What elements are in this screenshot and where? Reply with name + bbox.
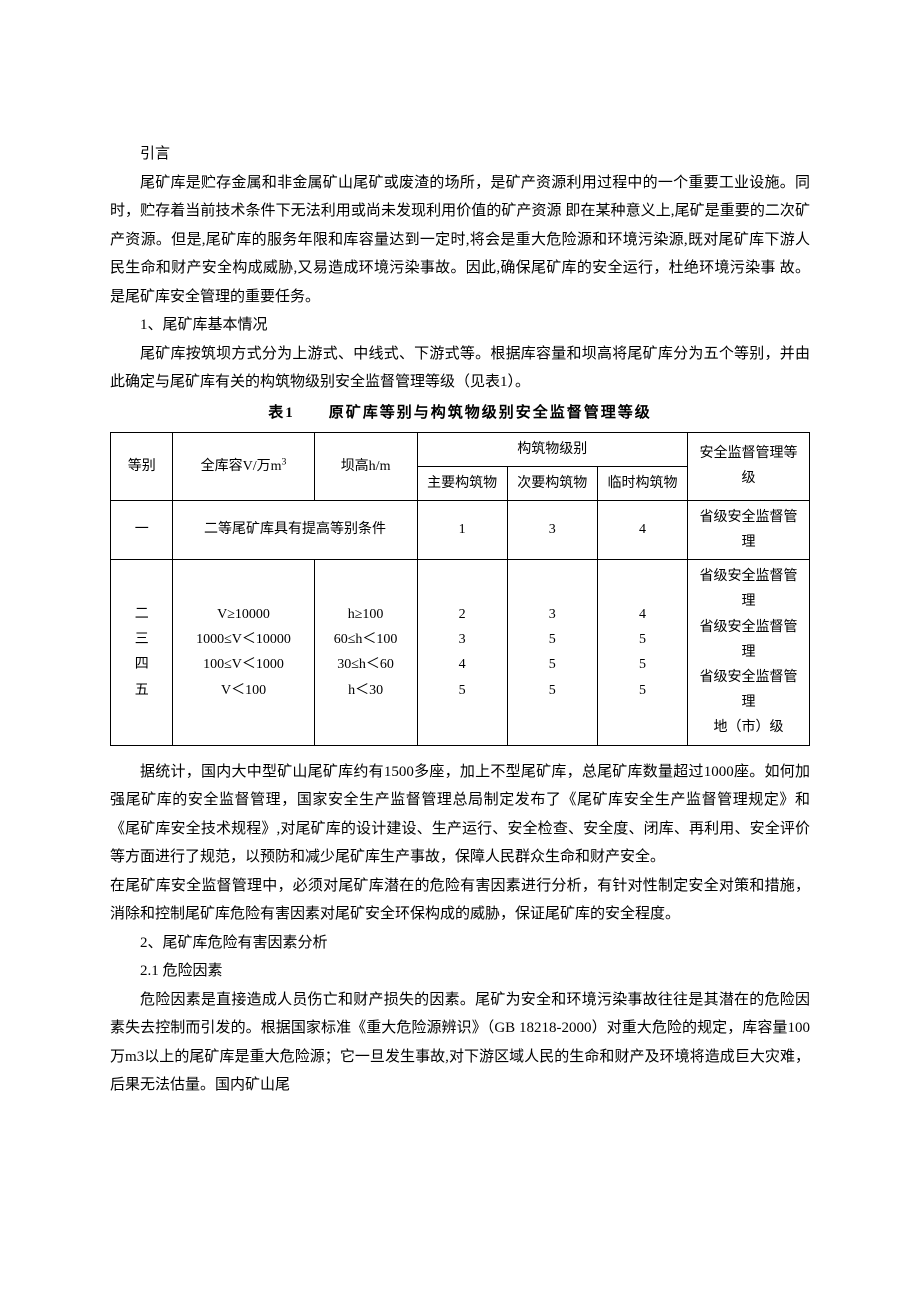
th-temp-structure: 临时构筑物 (597, 466, 687, 500)
th-dam-height: 坝高h/m (314, 432, 417, 500)
section-2-heading: 2、尾矿库危险有害因素分析 (110, 929, 810, 958)
table-row: 二三四五 V≥100001000≤V＜10000100≤V＜1000V＜100 … (111, 560, 810, 745)
cell-temp-2-5: 4555 (597, 560, 687, 745)
th-secondary-structure: 次要构筑物 (507, 466, 597, 500)
th-structure-group: 构筑物级别 (417, 432, 688, 466)
cell-grade-2-5: 二三四五 (111, 560, 173, 745)
th-capacity: 全库容V/万m3 (173, 432, 314, 500)
intro-heading: 引言 (110, 140, 810, 169)
section-2-1-paragraph: 危险因素是直接造成人员伤亡和财产损失的因素。尾矿为安全和环境污染事故往往是其潜在… (110, 986, 810, 1100)
cell-supervise-1: 省级安全监督管理 (688, 500, 810, 559)
grade-table: 等别 全库容V/万m3 坝高h/m 构筑物级别 安全监督管理等级 主要构筑物 次… (110, 432, 810, 746)
table-title: 表1 原矿库等别与构筑物级别安全监督管理等级 (110, 401, 810, 422)
intro-paragraph: 尾矿库是贮存金属和非金属矿山尾矿或废渣的场所，是矿产资源利用过程中的一个重要工业… (110, 169, 810, 312)
th-grade: 等别 (111, 432, 173, 500)
after-table-paragraph-2: 在尾矿库安全监督管理中，必须对尾矿库潜在的危险有害因素进行分析，有针对性制定安全… (110, 872, 810, 929)
cell-main-1: 1 (417, 500, 507, 559)
document-page: 引言 尾矿库是贮存金属和非金属矿山尾矿或废渣的场所，是矿产资源利用过程中的一个重… (0, 0, 920, 1302)
cell-grade-1: 一 (111, 500, 173, 559)
cell-condition-1: 二等尾矿库具有提高等别条件 (173, 500, 417, 559)
section-2-1-heading: 2.1 危险因素 (110, 957, 810, 986)
cell-temp-1: 4 (597, 500, 687, 559)
cell-secondary-1: 3 (507, 500, 597, 559)
after-table-paragraph-1: 据统计，国内大中型矿山尾矿库约有1500多座，加上不型尾矿库，总尾矿库数量超过1… (110, 758, 810, 872)
section-1-heading: 1、尾矿库基本情况 (110, 311, 810, 340)
cell-dam-2-5: h≥10060≤h＜10030≤h＜60h＜30 (314, 560, 417, 745)
cell-capacity-2-5: V≥100001000≤V＜10000100≤V＜1000V＜100 (173, 560, 314, 745)
cell-secondary-2-5: 3555 (507, 560, 597, 745)
table-header-row: 等别 全库容V/万m3 坝高h/m 构筑物级别 安全监督管理等级 (111, 432, 810, 466)
section-1-paragraph: 尾矿库按筑坝方式分为上游式、中线式、下游式等。根据库容量和坝高将尾矿库分为五个等… (110, 340, 810, 397)
th-supervise-level: 安全监督管理等级 (688, 432, 810, 500)
th-main-structure: 主要构筑物 (417, 466, 507, 500)
cell-main-2-5: 2345 (417, 560, 507, 745)
cell-supervise-2-5: 省级安全监督管理省级安全监督管理省级安全监督管理地（市）级 (688, 560, 810, 745)
table-row: 一 二等尾矿库具有提高等别条件 1 3 4 省级安全监督管理 (111, 500, 810, 559)
